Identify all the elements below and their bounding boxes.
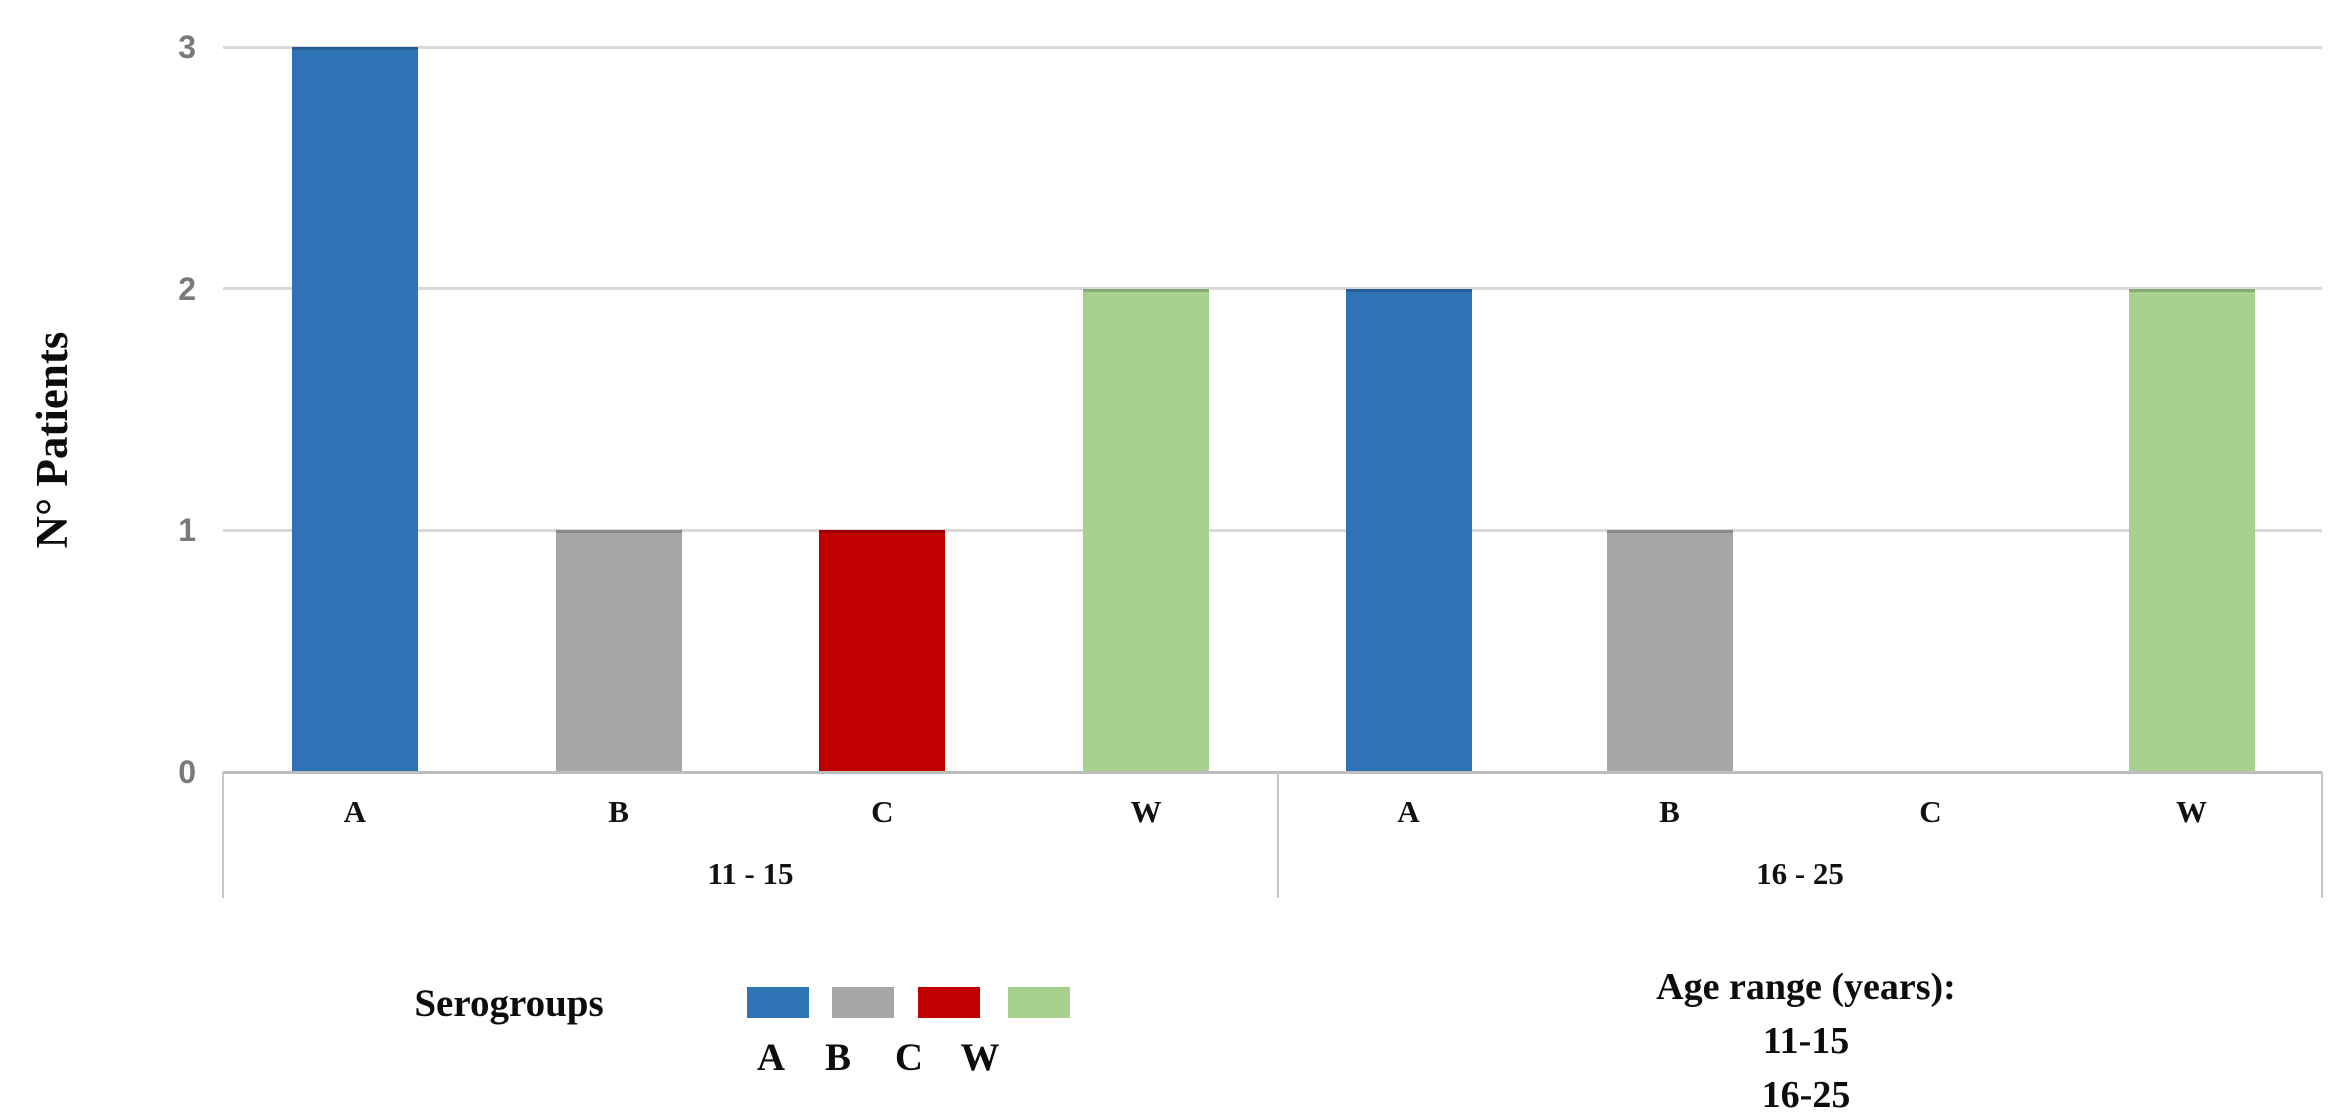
- y-axis-title: N° Patients: [27, 331, 77, 549]
- legend-swatch-W: [1008, 987, 1070, 1018]
- category-label-B: B: [608, 794, 629, 829]
- gridline: [223, 287, 2322, 291]
- legend-swatch-B: [832, 987, 894, 1018]
- bar-16-25-A: [1345, 288, 1472, 772]
- y-tick-label: 0: [178, 754, 196, 790]
- legend-title: Serogroups: [414, 982, 604, 1025]
- category-label-W: W: [1130, 794, 1162, 829]
- gridline: [223, 45, 2322, 49]
- group-label-11-15: 11 - 15: [707, 856, 794, 891]
- legend-label-A: A: [756, 1036, 786, 1079]
- bar-11-15-B: [555, 530, 682, 772]
- legend-label-B: B: [824, 1036, 851, 1079]
- legend-label-W: W: [960, 1036, 1000, 1079]
- bar-11-15-C: [819, 530, 946, 772]
- age-range-note-title: Age range (years):: [1656, 966, 1956, 1008]
- age-range-note-line: 16-25: [1761, 1074, 1851, 1116]
- bar-16-25-B: [1606, 530, 1733, 772]
- category-label-W: W: [2176, 794, 2207, 829]
- category-label-B: B: [1659, 794, 1680, 829]
- axis-band-tick: [222, 772, 224, 898]
- age-range-note: Age range (years): 11-15 16-25: [1506, 960, 2106, 1120]
- y-tick-label: 2: [178, 270, 196, 307]
- category-label-C: C: [871, 794, 894, 829]
- legend-swatch-A: [747, 987, 809, 1018]
- bar-16-25-W: [2128, 288, 2255, 772]
- group-label-16-25: 16 - 25: [1756, 856, 1844, 891]
- category-label-A: A: [1397, 794, 1420, 829]
- category-label-A: A: [343, 794, 367, 829]
- legend-label-C: C: [894, 1036, 924, 1079]
- age-range-note-line: 11-15: [1762, 1020, 1850, 1062]
- axis-band-tick: [1277, 772, 1279, 898]
- x-axis-line: [223, 771, 2322, 774]
- y-tick-label: 3: [178, 29, 196, 65]
- category-label-C: C: [1919, 794, 1942, 829]
- gridline: [223, 528, 2322, 532]
- axis-band-tick: [2321, 772, 2323, 898]
- legend-swatch-C: [918, 987, 980, 1018]
- y-tick-label: 1: [178, 512, 196, 549]
- bar-11-15-W: [1083, 288, 1210, 772]
- bar-11-15-A: [291, 47, 418, 772]
